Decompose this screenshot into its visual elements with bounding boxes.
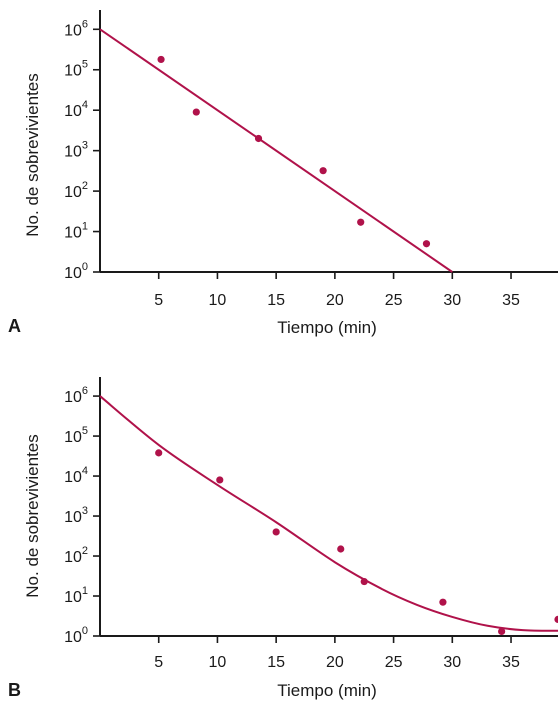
data-point-b [498,627,506,636]
data-point-a [192,108,200,116]
y-tick-label-b: 105 [64,425,88,446]
chart-a-svg: A Tiempo (min) No. de sobrevivientes 5 10… [8,10,558,337]
y-tick-label-a: 105 [64,59,88,80]
y-axis-title-a: No. de sobrevivientes [23,73,42,236]
y-tick-label-b: 106 [64,385,88,406]
y-tick-label-b: 101 [64,585,88,606]
x-tick-label-b: 25 [385,654,403,671]
y-tick-label-b: 103 [64,505,88,526]
chart-panel-b: B Tiempo (min) No. de sobrevivientes 5 10… [0,362,558,716]
y-tick-label-a: 104 [64,99,88,120]
data-point-b [272,528,280,536]
x-tick-label-b: 5 [154,654,163,671]
y-tick-label-a: 102 [64,180,88,201]
y-tick-label-a: 100 [64,261,88,282]
x-tick-label-b: 20 [326,654,344,671]
x-tick-label-a: 30 [443,292,461,309]
x-tick-label-b: 35 [502,654,520,671]
chart-panel-a: A Tiempo (min) No. de sobrevivientes 5 10… [0,0,558,354]
x-axis-title-b: Tiempo (min) [277,681,377,700]
y-tick-label-b: 100 [64,625,88,646]
x-tick-label-a: 20 [326,292,344,309]
data-point-a [422,240,431,248]
y-tick-label-a: 101 [64,221,88,242]
x-tick-label-a: 10 [209,292,227,309]
data-point-b [439,598,447,606]
x-tick-label-a: 5 [154,292,163,309]
chart-b-svg: B Tiempo (min) No. de sobrevivientes 5 10… [8,377,558,700]
y-axis-title-b: No. de sobrevivientes [23,434,42,597]
x-axis-title-a: Tiempo (min) [277,318,377,337]
fit-line-a [99,28,453,273]
y-tick-label-b: 102 [64,545,88,566]
y-tick-label-a: 103 [64,140,88,161]
y-tick-label-b: 104 [64,465,88,486]
data-point-a [319,167,327,175]
y-tick-label-a: 106 [64,18,88,39]
x-tick-label-a: 15 [267,292,285,309]
data-point-b [155,449,163,457]
data-point-b [216,476,224,484]
x-tick-label-b: 15 [267,654,285,671]
fit-curve-b [99,395,558,632]
data-point-a [157,55,165,64]
x-tick-label-a: 35 [502,292,520,309]
x-tick-label-a: 25 [385,292,403,309]
data-point-a [357,218,365,226]
data-point-b [337,545,345,553]
data-point-b [554,615,558,624]
x-tick-label-b: 30 [443,654,461,671]
panel-label-a: A [8,316,21,336]
panel-label-b: B [8,680,21,700]
x-tick-label-b: 10 [209,654,227,671]
